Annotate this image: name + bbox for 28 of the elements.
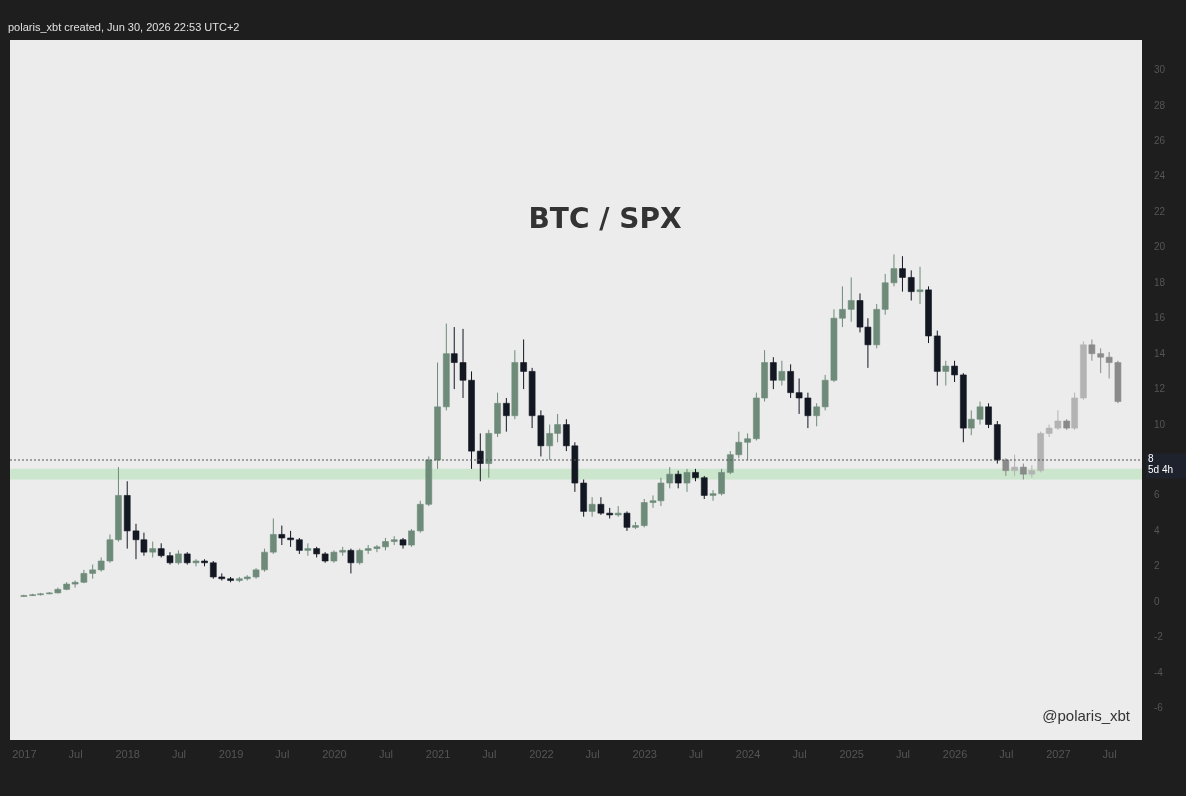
candlestick — [270, 517, 277, 555]
candlestick — [916, 266, 924, 305]
candlestick — [304, 542, 312, 557]
candlestick — [744, 432, 751, 461]
ref-line-label: 8 — [1148, 453, 1154, 464]
text: polaris_xbt created, Jun 30, 2026 22:53 UTC+2 — [8, 21, 240, 33]
candlestick — [942, 360, 950, 387]
candlestick — [951, 360, 958, 383]
candlestick — [847, 276, 855, 323]
candlestick — [503, 397, 510, 433]
candlestick — [588, 496, 596, 518]
candlestick — [623, 510, 631, 532]
candlestick — [899, 255, 906, 293]
annotation: @polaris_xbt — [1042, 707, 1131, 724]
candlestick — [813, 402, 820, 427]
candlestick — [683, 468, 691, 493]
candlestick — [278, 525, 286, 546]
candlestick — [778, 360, 786, 387]
candlestick — [192, 558, 200, 567]
candlestick — [347, 548, 355, 574]
text: 5d 4h — [1148, 464, 1174, 475]
candlestick — [770, 356, 777, 390]
candlestick — [700, 475, 708, 500]
candlestick — [907, 269, 915, 302]
candlestick — [985, 402, 992, 429]
candlestick — [1011, 454, 1018, 477]
text: BTC / SPX — [528, 202, 682, 235]
candlestick — [477, 432, 484, 482]
